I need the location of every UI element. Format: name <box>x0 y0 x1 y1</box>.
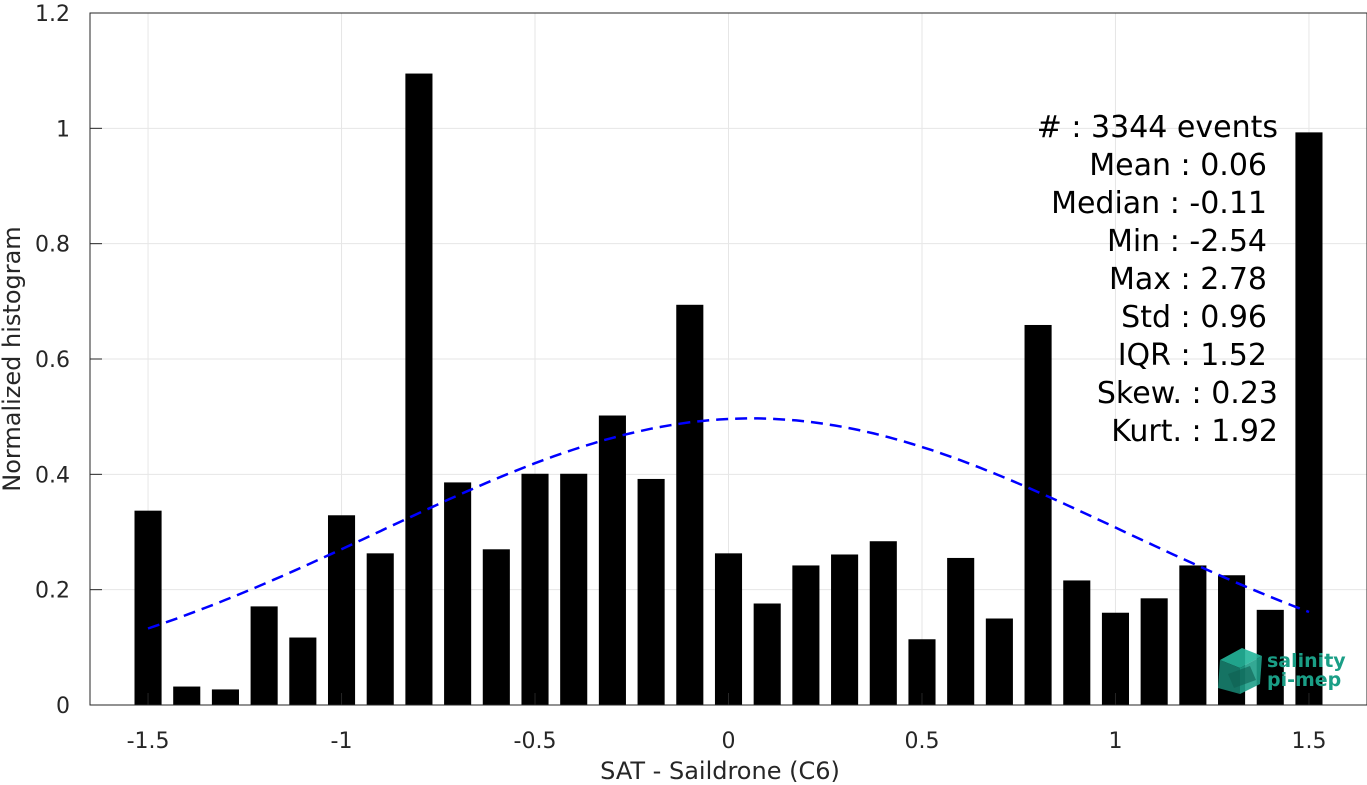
histogram-bar <box>327 515 356 705</box>
x-tick-label: 1 <box>1108 729 1122 754</box>
y-tick-label: 1 <box>56 117 70 142</box>
x-tick-labels: -1.5 -1 -0.5 0 0.5 1 1.5 <box>127 729 1327 754</box>
x-tick-label: -1.5 <box>127 729 170 754</box>
histogram-bar <box>637 478 665 705</box>
y-tick-label: 1.2 <box>35 2 70 27</box>
logo-text-line2: pi-mep <box>1267 669 1341 691</box>
stat-median: Median : -0.11 <box>1051 186 1267 221</box>
histogram-bar <box>947 557 975 705</box>
bars <box>134 73 1323 706</box>
stat-mean: Mean : 0.06 <box>1089 148 1267 183</box>
histogram-bar <box>1140 598 1168 705</box>
histogram-bar <box>444 482 472 705</box>
histogram-bar <box>366 553 394 705</box>
x-tick-label: 1.5 <box>1291 729 1326 754</box>
tick-marks <box>90 12 1310 706</box>
histogram-bar <box>869 541 897 705</box>
histogram-bar <box>985 618 1013 705</box>
y-tick-label: 0.2 <box>35 579 70 604</box>
y-axis-label: Normalized histogram <box>0 226 26 491</box>
x-tick-label: 0 <box>722 729 736 754</box>
histogram-bar <box>1063 580 1091 705</box>
histogram-bar <box>598 415 626 705</box>
histogram-bar <box>250 606 278 705</box>
y-tick-label: 0.8 <box>35 233 70 258</box>
logo-cube-icon <box>1218 648 1262 694</box>
histogram-bar <box>1179 565 1207 705</box>
x-axis-label: SAT - Saildrone (C6) <box>600 757 840 785</box>
histogram-bar <box>792 565 820 705</box>
histogram-bar <box>714 553 743 705</box>
stats-annotation: # : 3344 events Mean : 0.06 Median : -0.… <box>1037 110 1278 449</box>
histogram-bar <box>482 549 510 705</box>
histogram-bar <box>211 689 239 705</box>
histogram-bar <box>289 637 317 705</box>
stat-count: # : 3344 events <box>1037 110 1278 145</box>
salinity-pimep-logo: salinity pi-mep <box>1218 648 1346 694</box>
logo-text-line1: salinity <box>1267 650 1346 672</box>
stat-min: Min : -2.54 <box>1107 224 1267 259</box>
x-tick-label: -1 <box>331 729 353 754</box>
histogram-bar <box>134 510 162 705</box>
histogram-bar <box>405 73 433 706</box>
stat-skew: Skew. : 0.23 <box>1097 376 1278 411</box>
y-tick-label: 0 <box>56 694 70 719</box>
histogram-bar <box>521 473 549 705</box>
x-tick-label: -0.5 <box>514 729 557 754</box>
histogram-bar <box>1024 324 1052 705</box>
histogram-bar <box>753 603 781 705</box>
stat-kurt: Kurt. : 1.92 <box>1111 414 1278 449</box>
stat-std: Std : 0.96 <box>1121 300 1267 335</box>
histogram-bar <box>676 304 704 705</box>
gaussian-fit-curve <box>147 417 1310 630</box>
y-tick-label: 0.6 <box>35 348 70 373</box>
x-tick-label: 0.5 <box>904 729 939 754</box>
histogram-bar <box>1295 132 1323 705</box>
y-tick-labels: 0 0.2 0.4 0.6 0.8 1 1.2 <box>35 2 70 719</box>
histogram-bar <box>831 554 859 705</box>
stat-iqr: IQR : 1.52 <box>1118 338 1267 373</box>
histogram-bar <box>173 686 201 705</box>
fit-curve-layer <box>147 417 1310 630</box>
histogram-bar <box>560 473 588 705</box>
y-tick-label: 0.4 <box>35 463 70 488</box>
stat-max: Max : 2.78 <box>1109 262 1267 297</box>
histogram-bar <box>1101 612 1130 705</box>
